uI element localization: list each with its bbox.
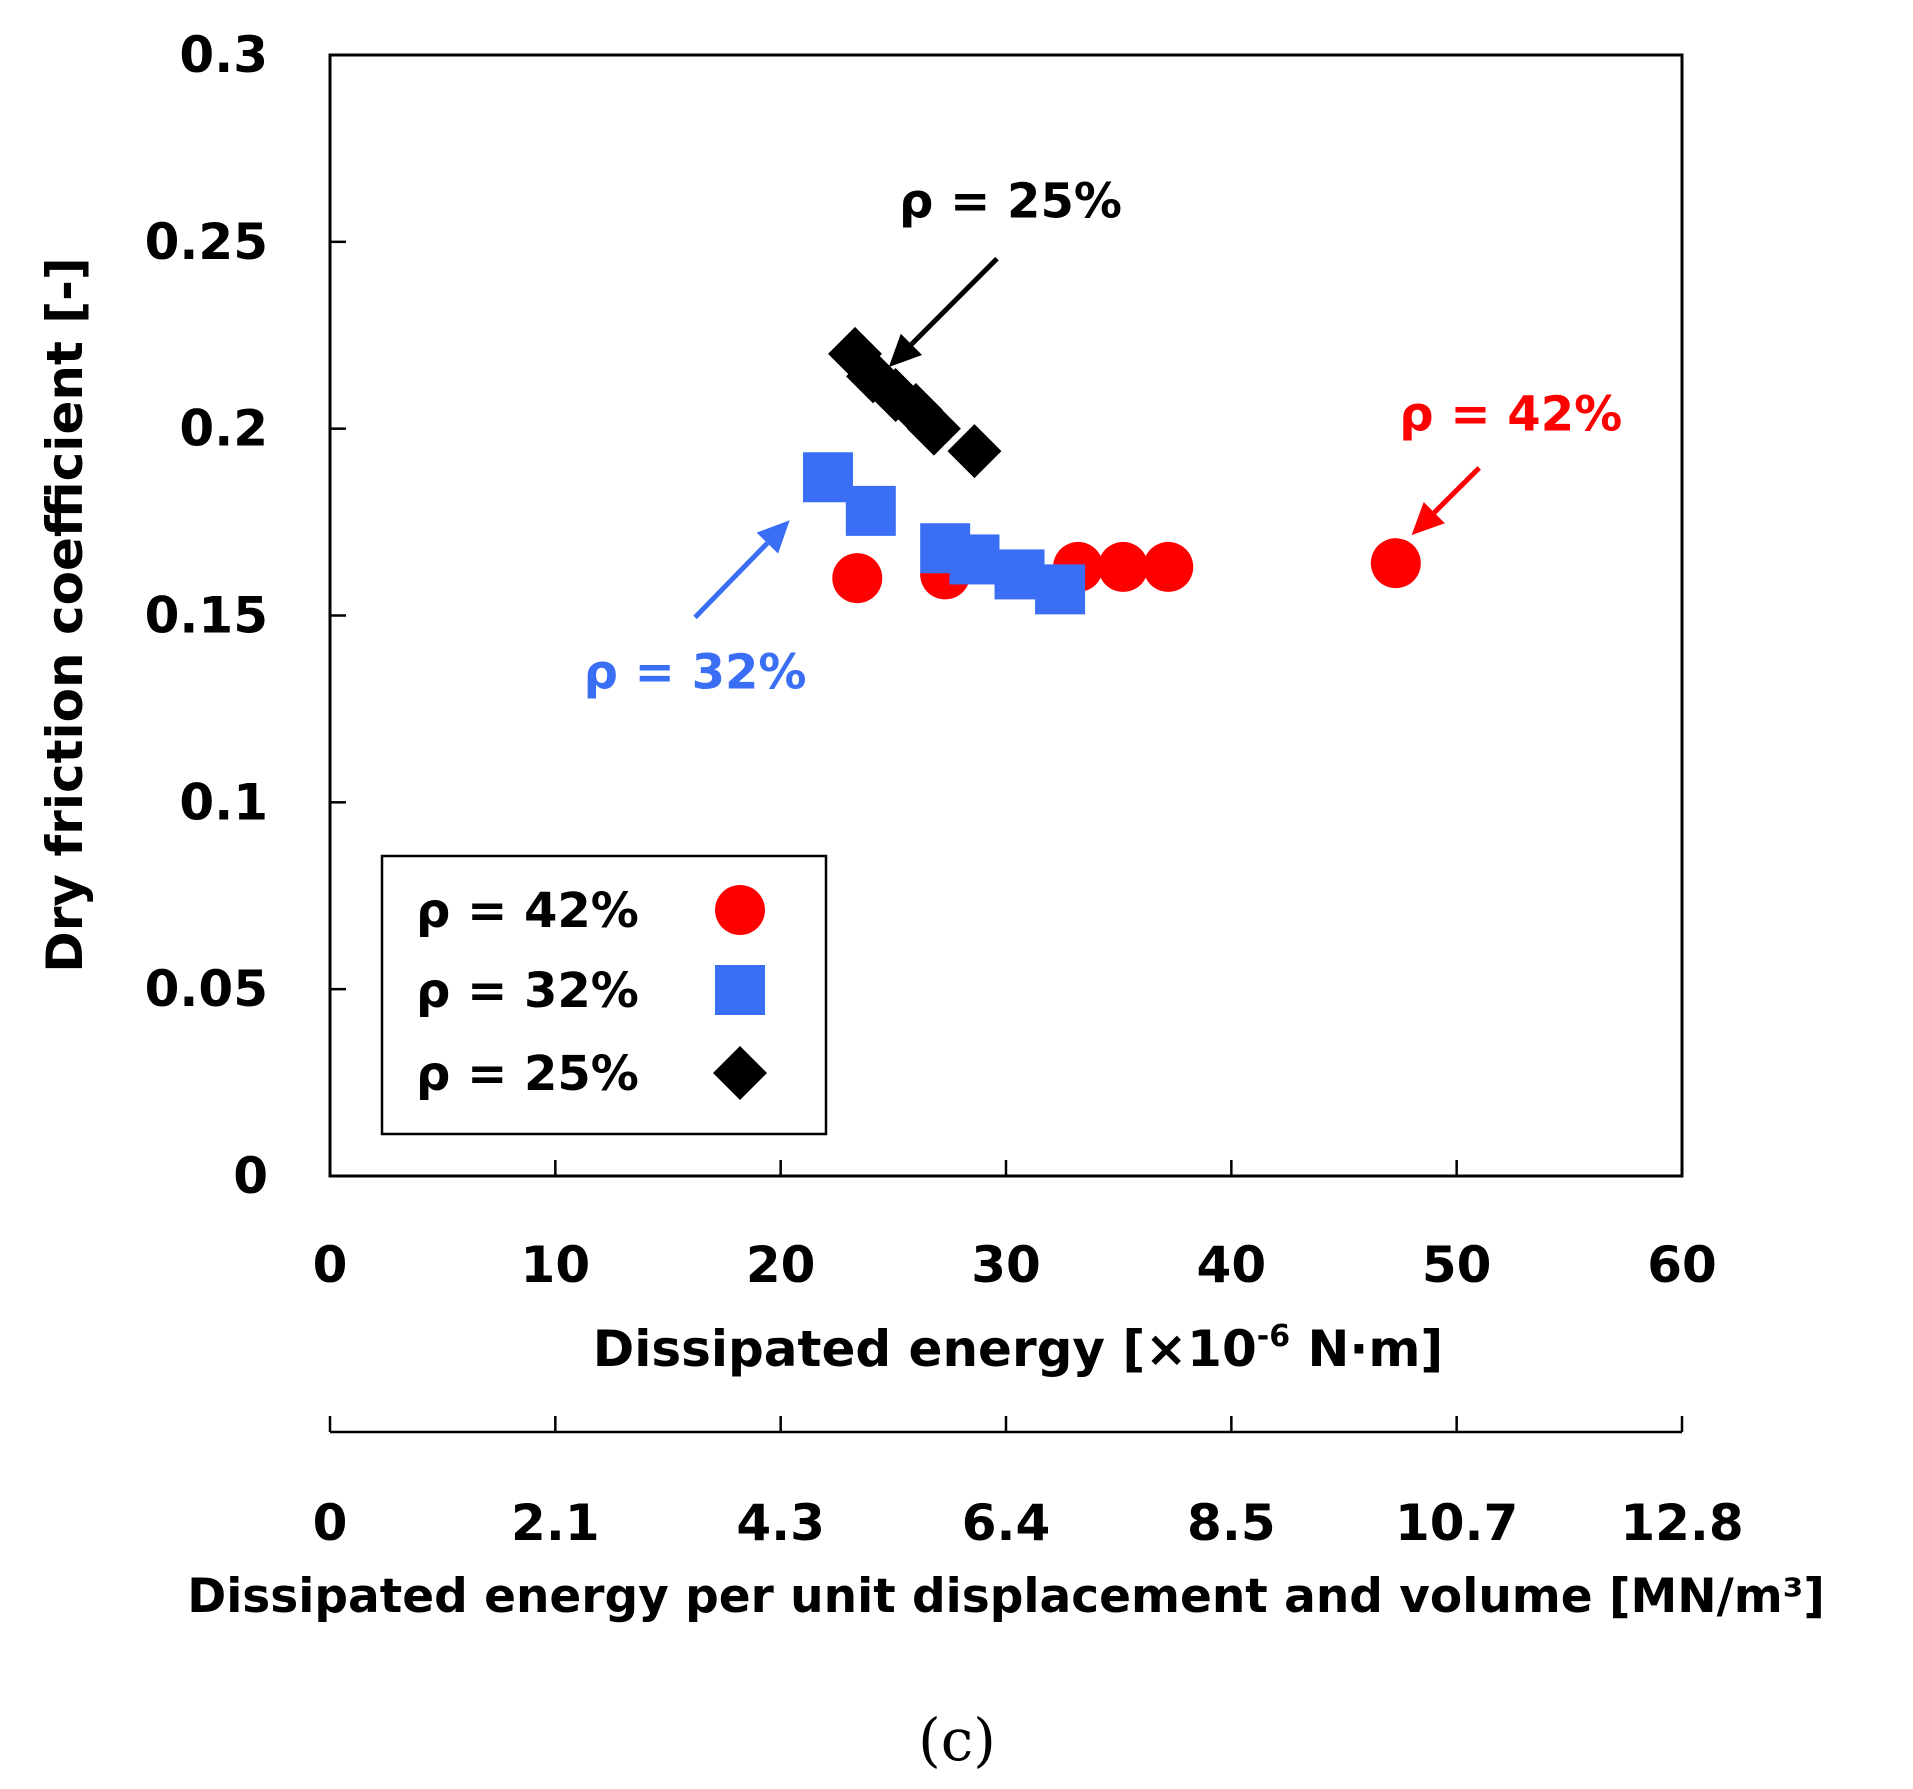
secondary-x-axis: 0 2.1 4.3 6.4 8.5 10.7 12.8 bbox=[313, 1416, 1744, 1552]
data-point-diamond bbox=[906, 401, 961, 456]
secondary-x-tick-label: 12.8 bbox=[1620, 1494, 1743, 1552]
data-point-circle bbox=[1370, 538, 1421, 589]
secondary-x-axis-title: Dissipated energy per unit displacement … bbox=[187, 1569, 1825, 1624]
y-tick-label: 0.3 bbox=[179, 26, 268, 84]
legend-marker-square bbox=[715, 965, 765, 1015]
legend-marker-diamond bbox=[713, 1046, 767, 1100]
legend-marker-circle bbox=[715, 885, 765, 935]
x-tick-label: 20 bbox=[746, 1236, 816, 1294]
secondary-x-tick-label: 4.3 bbox=[736, 1494, 825, 1552]
secondary-x-tick-label: 0 bbox=[313, 1494, 348, 1552]
data-point-diamond bbox=[947, 424, 1002, 479]
series-diamond bbox=[828, 326, 1002, 479]
data-point-square bbox=[802, 452, 853, 503]
data-point-circle bbox=[832, 553, 883, 604]
y-axis: 0 0.05 0.1 0.15 0.2 0.25 0.3 bbox=[145, 26, 346, 1205]
x-axis: 0 10 20 30 40 50 60 bbox=[313, 1160, 1717, 1294]
legend-label: ρ = 25% bbox=[416, 1046, 639, 1102]
annotation-label: ρ = 25% bbox=[899, 174, 1122, 230]
x-tick-label: 30 bbox=[971, 1236, 1041, 1294]
annotation-arrow-line bbox=[693, 541, 770, 620]
x-axis-title: Dissipated energy [×10-6 N·m] bbox=[593, 1319, 1444, 1378]
annotation-label: ρ = 32% bbox=[584, 644, 807, 700]
annotation-arrow-head bbox=[1411, 501, 1445, 536]
annotation-arrow-head bbox=[756, 520, 790, 554]
x-tick-label: 10 bbox=[521, 1236, 591, 1294]
secondary-x-tick-label: 6.4 bbox=[962, 1494, 1051, 1552]
annotation-label: ρ = 42% bbox=[1399, 387, 1622, 443]
data-point-circle bbox=[1098, 541, 1149, 592]
annotation-arrow-line bbox=[909, 256, 999, 347]
y-tick-label: 0.25 bbox=[145, 213, 268, 271]
y-axis-title: Dry friction coefficient [-] bbox=[36, 257, 94, 972]
legend-label: ρ = 32% bbox=[416, 963, 639, 1019]
data-point-square bbox=[949, 534, 1000, 585]
data-point-circle bbox=[1143, 541, 1194, 592]
x-tick-label: 0 bbox=[313, 1236, 348, 1294]
annotation: ρ = 25% bbox=[888, 174, 1122, 368]
annotation-arrow-head bbox=[888, 333, 923, 368]
legend: ρ = 42% ρ = 32% ρ = 25% bbox=[380, 854, 828, 1136]
annotation-arrow-line bbox=[1432, 466, 1481, 515]
data-markers bbox=[802, 326, 1421, 615]
x-tick-label: 50 bbox=[1422, 1236, 1492, 1294]
y-tick-label: 0.05 bbox=[145, 960, 268, 1018]
series-circle bbox=[832, 538, 1421, 604]
annotations: ρ = 25% ρ = 42% ρ = 32% bbox=[584, 174, 1623, 701]
y-tick-label: 0.2 bbox=[179, 400, 268, 458]
x-tick-label: 60 bbox=[1647, 1236, 1717, 1294]
annotation: ρ = 42% bbox=[1399, 387, 1622, 536]
secondary-x-tick-label: 10.7 bbox=[1395, 1494, 1518, 1552]
secondary-x-tick-label: 8.5 bbox=[1187, 1494, 1276, 1552]
y-tick-label: 0.1 bbox=[179, 773, 268, 831]
secondary-x-tick-label: 2.1 bbox=[511, 1494, 600, 1552]
legend-label: ρ = 42% bbox=[416, 883, 639, 939]
y-tick-label: 0.15 bbox=[145, 587, 268, 645]
figure-caption: (c) bbox=[918, 1706, 996, 1774]
data-point-square bbox=[1035, 564, 1086, 615]
y-tick-label: 0 bbox=[233, 1147, 268, 1205]
data-point-square bbox=[845, 485, 896, 536]
series-square bbox=[802, 452, 1086, 615]
x-tick-label: 40 bbox=[1197, 1236, 1267, 1294]
annotation: ρ = 32% bbox=[584, 520, 807, 700]
